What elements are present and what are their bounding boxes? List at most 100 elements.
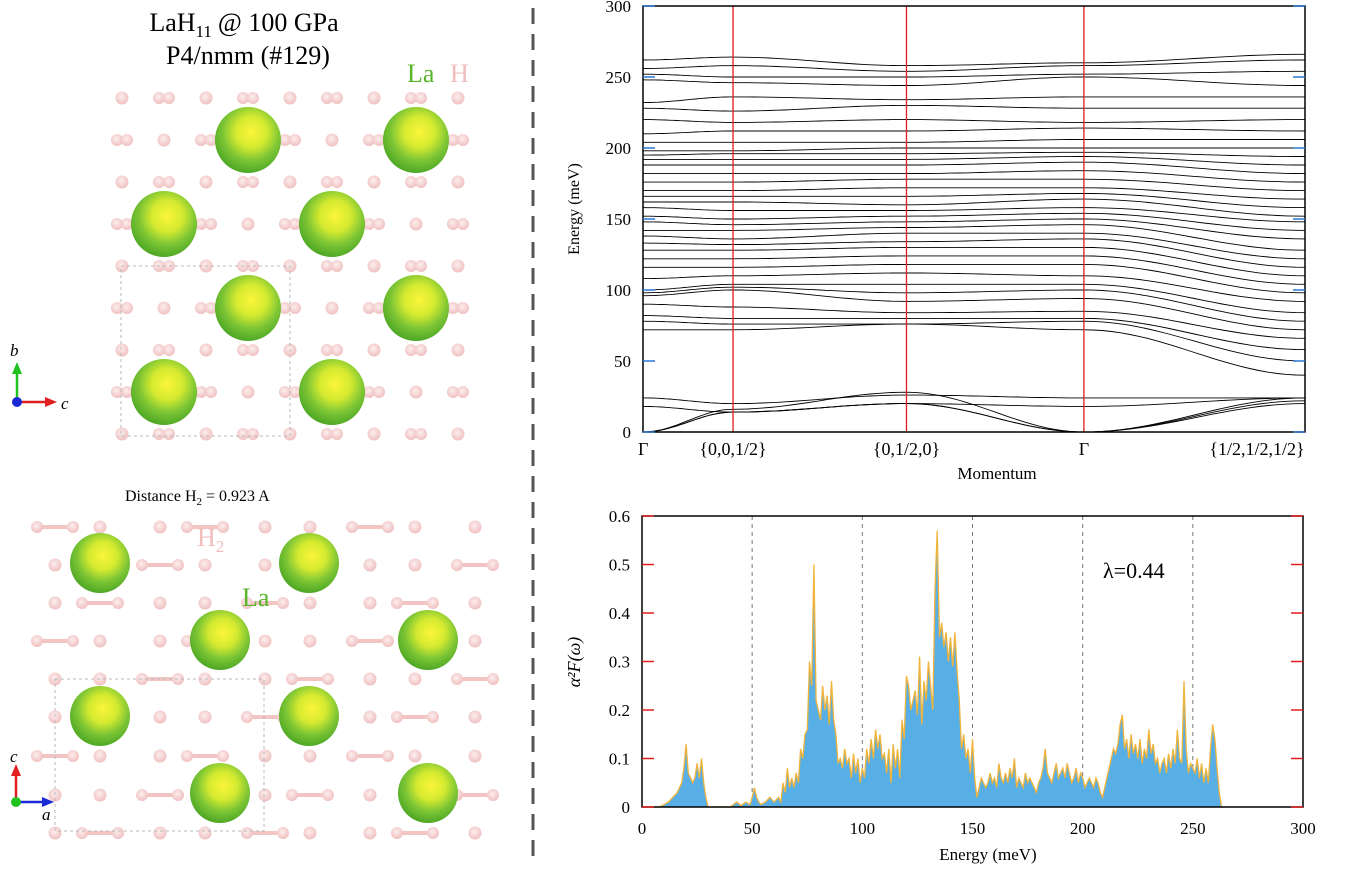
h-atom xyxy=(67,635,79,647)
h-atom xyxy=(205,218,217,230)
h-atom xyxy=(153,92,165,104)
phonon-branch xyxy=(643,70,1305,78)
h-atom xyxy=(289,218,301,230)
h-atom xyxy=(363,826,377,840)
h-atom xyxy=(237,428,249,440)
h-atom xyxy=(112,597,124,609)
h-atom xyxy=(198,826,212,840)
h-atom xyxy=(31,750,43,762)
h-atom xyxy=(303,634,317,648)
h-atom xyxy=(451,559,463,571)
h-atom xyxy=(279,302,291,314)
h-atom xyxy=(286,673,298,685)
h-atom xyxy=(153,634,167,648)
h-atom xyxy=(153,749,167,763)
h-atom xyxy=(283,91,297,105)
h-atom xyxy=(258,634,272,648)
la-atom xyxy=(398,763,458,823)
axis-b-label: b xyxy=(10,341,19,360)
a2f-x-tick-label: 150 xyxy=(960,819,986,838)
h-atom xyxy=(153,176,165,188)
h-atom xyxy=(289,302,301,314)
h-atom xyxy=(111,134,123,146)
h-atom xyxy=(205,302,217,314)
h-atom xyxy=(391,711,403,723)
legend-h: H xyxy=(450,59,469,88)
h-atom xyxy=(111,218,123,230)
h-atom xyxy=(451,175,465,189)
h-atom xyxy=(322,673,334,685)
h-atom xyxy=(408,520,422,534)
h2-distance-label: Distance H2 = 0.923 A xyxy=(125,488,270,508)
h-atom xyxy=(237,176,249,188)
band-y-tick-label: 200 xyxy=(606,139,632,158)
h-atom xyxy=(115,175,129,189)
la-atom xyxy=(190,610,250,670)
h-atom xyxy=(451,343,465,357)
phonon-branch xyxy=(643,127,1306,135)
h-atom xyxy=(373,134,385,146)
phonon-branch xyxy=(643,139,1305,143)
a2f-y-tick-label: 0 xyxy=(622,798,631,817)
phonon-branch xyxy=(643,263,1306,294)
h-atom xyxy=(457,218,469,230)
phonon-branch xyxy=(643,119,1305,123)
h-atom xyxy=(447,134,459,146)
h-atom xyxy=(93,520,107,534)
h-atom xyxy=(289,134,301,146)
phonon-branch xyxy=(642,207,1305,223)
phonon-branch xyxy=(643,303,1306,339)
h-atom xyxy=(363,788,377,802)
a2f-energy-guides xyxy=(751,516,1194,807)
la-atom xyxy=(215,275,281,341)
h-atom xyxy=(195,386,207,398)
h-atom xyxy=(247,176,259,188)
h-atom xyxy=(153,344,165,356)
phonon-branch xyxy=(643,323,1306,376)
h-atom xyxy=(321,344,333,356)
la-atom xyxy=(131,359,197,425)
phonon-branch xyxy=(643,394,1305,405)
h-atom xyxy=(153,520,167,534)
phonon-branch xyxy=(642,403,1306,433)
h-atom xyxy=(451,427,465,441)
phonon-branch xyxy=(642,218,1306,240)
band-y-tick-label: 0 xyxy=(623,423,632,442)
h-atom xyxy=(241,597,253,609)
h-atom xyxy=(331,176,343,188)
h-atom xyxy=(111,386,123,398)
h-atom xyxy=(283,175,297,189)
h-atom xyxy=(382,635,394,647)
a2f-area xyxy=(642,530,1224,808)
h-atom xyxy=(447,218,459,230)
a2f-x-tick-label: 300 xyxy=(1290,819,1316,838)
h-atom xyxy=(363,710,377,724)
h-atom xyxy=(405,428,417,440)
h-atom xyxy=(346,635,358,647)
h-atom xyxy=(205,134,217,146)
h-atom xyxy=(136,789,148,801)
h-atom xyxy=(93,749,107,763)
h-atom xyxy=(363,386,375,398)
h-atom xyxy=(205,386,217,398)
h-atom xyxy=(199,343,213,357)
h-atom xyxy=(181,635,193,647)
top-view-axis-indicator: b c xyxy=(10,341,69,413)
h-atom xyxy=(112,827,124,839)
h-atom xyxy=(367,175,381,189)
h-atom xyxy=(258,749,272,763)
h-atom xyxy=(247,344,259,356)
a2f-x-tick-label: 250 xyxy=(1180,819,1206,838)
axis-c-arrowhead xyxy=(45,397,57,407)
a2f-ylabel: α²F(ω) xyxy=(564,637,585,688)
h-atom xyxy=(451,259,465,273)
unit-cell-outline xyxy=(120,265,291,437)
phonon-branch xyxy=(643,255,1306,285)
la-atom xyxy=(131,191,197,257)
h-atom xyxy=(468,634,482,648)
phonon-branch xyxy=(643,161,1306,175)
h-atom xyxy=(468,826,482,840)
h-atom xyxy=(237,344,249,356)
phonon-branch xyxy=(642,53,1305,67)
side-axis-c-label: c xyxy=(10,747,18,766)
